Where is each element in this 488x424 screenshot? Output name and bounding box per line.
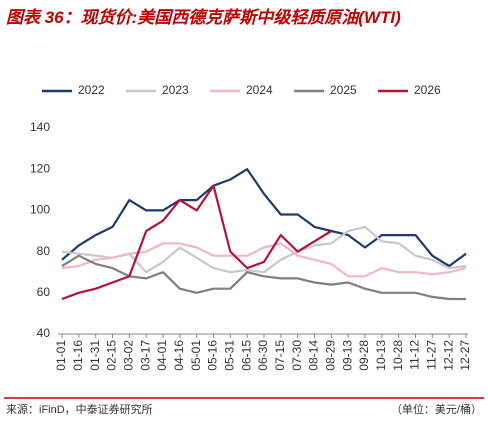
y-tick-label: 120 xyxy=(30,161,50,175)
y-tick-label: 140 xyxy=(30,120,50,134)
x-tick-label: 10-28 xyxy=(391,340,405,371)
x-tick-label: 08-29 xyxy=(324,340,338,371)
y-tick-label: 100 xyxy=(30,203,50,217)
x-tick-label: 04-16 xyxy=(172,340,186,371)
x-tick-label: 03-02 xyxy=(122,340,136,371)
x-tick-label: 02-15 xyxy=(105,340,119,371)
x-tick-label: 01-31 xyxy=(88,340,102,371)
unit: （单位：美元/桶） xyxy=(391,402,482,416)
series-line xyxy=(61,184,332,301)
x-tick-label: 01-16 xyxy=(71,340,85,371)
x-tick-label: 05-16 xyxy=(206,340,220,371)
legend-label: 2022 xyxy=(78,83,105,97)
legend-label: 2023 xyxy=(162,83,189,97)
x-tick-label: 11-27 xyxy=(425,340,439,370)
x-tick-label: 09-28 xyxy=(357,340,371,371)
x-tick-label: 06-15 xyxy=(239,340,253,371)
x-tick-label: 08-14 xyxy=(307,340,321,371)
x-tick-label: 12-27 xyxy=(458,340,472,371)
legend-label: 2024 xyxy=(246,83,273,97)
legend-label: 2026 xyxy=(414,83,441,97)
series-line xyxy=(61,168,467,268)
x-tick-label: 07-15 xyxy=(273,340,287,371)
series-line xyxy=(61,242,467,278)
x-tick-label: 11-12 xyxy=(408,340,422,370)
x-tick-label: 05-01 xyxy=(189,340,203,371)
x-tick-label: 01-01 xyxy=(54,340,68,371)
legend-label: 2025 xyxy=(330,83,357,97)
x-tick-label: 10-13 xyxy=(374,340,388,371)
x-tick-label: 07-30 xyxy=(290,340,304,371)
series-line xyxy=(61,225,467,274)
chart-title: 图表 36：现货价:美国西德克萨斯中级轻质原油(WTI) xyxy=(6,8,401,27)
x-tick-label: 05-31 xyxy=(223,340,237,371)
x-tick-label: 04-01 xyxy=(155,340,169,371)
x-tick-label: 09-13 xyxy=(340,340,354,371)
y-tick-label: 60 xyxy=(37,285,51,299)
x-tick-label: 12-12 xyxy=(441,340,455,371)
y-tick-label: 80 xyxy=(37,244,51,258)
y-tick-label: 40 xyxy=(37,326,51,340)
x-tick-label: 03-17 xyxy=(138,340,152,371)
source: 来源：iFinD，中泰证券研究所 xyxy=(6,402,153,416)
x-tick-label: 06-30 xyxy=(256,340,270,371)
